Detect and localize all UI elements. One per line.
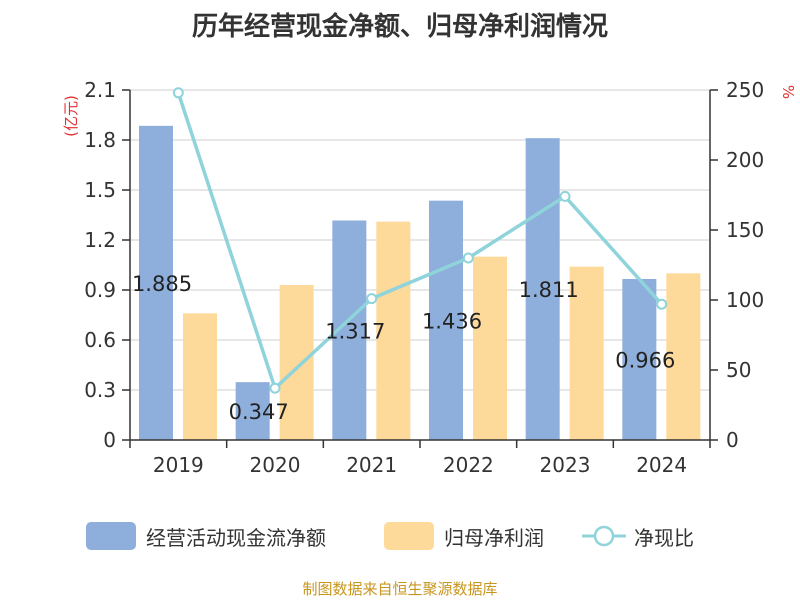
legend-item-net-profit[interactable]: 归母净利润 (384, 520, 544, 552)
y-tick-label: 1.5 (84, 178, 116, 202)
bar-operating-cash-flow (139, 125, 173, 440)
point-cash-ratio (269, 382, 281, 394)
legend-swatch-cash-ratio (582, 525, 626, 547)
y-tick-label: 2.1 (84, 78, 116, 102)
legend-swatch-net-profit (384, 522, 434, 550)
data-label: 0.966 (615, 349, 675, 373)
data-label: 1.811 (519, 278, 579, 302)
bar-net-profit (666, 273, 701, 440)
data-label: 1.317 (325, 319, 385, 343)
legend-item-cash-ratio[interactable]: 净现比 (582, 520, 694, 552)
point-cash-ratio (462, 252, 474, 264)
point-cash-ratio (172, 87, 184, 99)
y-tick-label: 0.9 (84, 278, 116, 302)
axis-layer: 0 0.3 0.6 0.9 1.2 1.5 1.8 2.1 0 50 100 150 200 250 (亿元… (62, 78, 797, 477)
x-tick-label: 2021 (346, 453, 397, 477)
y2-tick-label: 200 (726, 148, 764, 172)
y-tick-label: 1.2 (84, 228, 116, 252)
data-label: 1.436 (422, 309, 482, 333)
bar-net-profit (473, 256, 507, 440)
line-cash-ratio (176, 92, 663, 390)
bar-layer (139, 125, 701, 440)
point-cash-ratio (656, 298, 668, 310)
x-tick-label: 2023 (540, 453, 591, 477)
x-tick-label: 2019 (153, 453, 204, 477)
bar-operating-cash-flow (622, 279, 657, 440)
data-label: 1.885 (132, 272, 192, 296)
y2-axis-title: % (779, 85, 797, 99)
y2-tick-label: 250 (726, 78, 764, 102)
bar-net-profit (183, 313, 217, 440)
chart-title: 历年经营现金净额、归母净利润情况 (191, 12, 608, 42)
line-layer (172, 87, 668, 394)
legend-label-operating-cash-flow: 经营活动现金流净额 (146, 525, 326, 550)
source-note: 制图数据来自恒生聚源数据库 (302, 580, 498, 598)
y2-tick-label: 0 (726, 428, 739, 452)
y-tick-label: 0.3 (84, 378, 116, 402)
legend-label-cash-ratio: 净现比 (634, 525, 694, 550)
y-tick-label: 0 (103, 428, 116, 452)
point-cash-ratio (366, 293, 378, 305)
x-tick-label: 2022 (443, 453, 494, 477)
data-label: 0.347 (229, 400, 289, 424)
y2-tick-label: 150 (726, 218, 764, 242)
x-tick-label: 2024 (636, 453, 687, 477)
bar-net-profit (569, 266, 604, 440)
y-tick-label: 0.6 (84, 328, 116, 352)
y-tick-label: 1.8 (84, 128, 116, 152)
legend-swatch-operating-cash-flow (86, 522, 136, 550)
x-tick-label: 2020 (250, 453, 301, 477)
bar-net-profit (279, 285, 314, 440)
y2-tick-label: 100 (726, 288, 764, 312)
bar-operating-cash-flow (525, 138, 560, 440)
bar-operating-cash-flow (429, 200, 463, 440)
y2-tick-label: 50 (726, 358, 751, 382)
legend-label-net-profit: 归母净利润 (444, 525, 544, 550)
bar-net-profit (376, 221, 411, 440)
point-cash-ratio (559, 190, 571, 202)
data-label-layer: 1.885 0.347 1.317 1.436 1.811 0.966 (132, 272, 675, 424)
bar-operating-cash-flow (235, 382, 270, 440)
legend-item-operating-cash-flow[interactable]: 经营活动现金流净额 (86, 520, 326, 552)
y-axis-title: (亿元) (62, 95, 80, 137)
